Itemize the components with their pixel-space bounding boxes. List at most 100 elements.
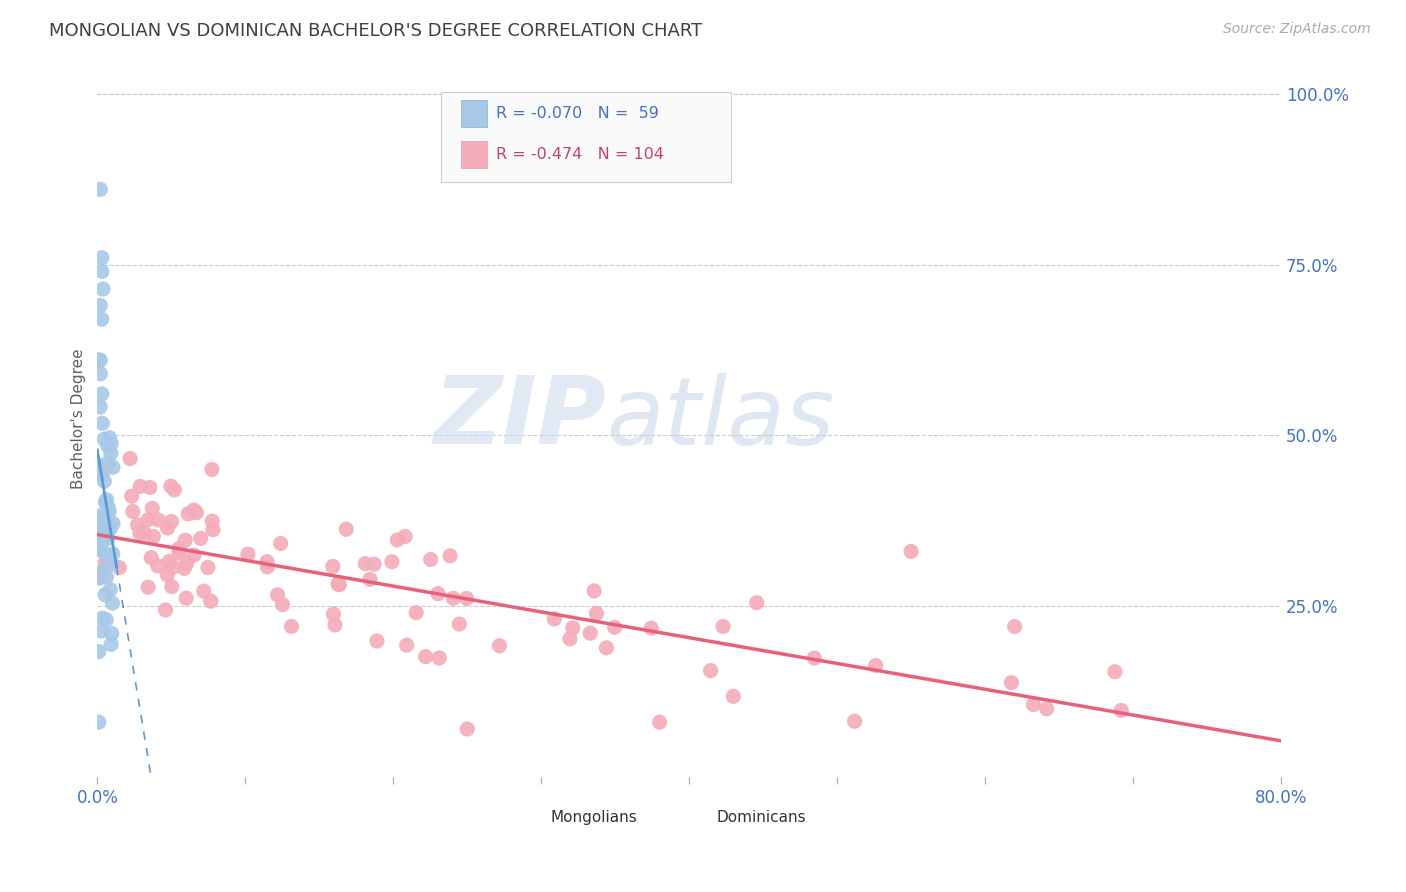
Point [387, 533, 409, 547]
Point [89, 182, 111, 196]
Point [148, 513, 170, 527]
Point [803, 651, 825, 665]
Point [91, 524, 114, 538]
Point [127, 517, 149, 532]
Point [326, 577, 349, 591]
Point [900, 544, 922, 558]
Point [723, 690, 745, 704]
Text: Source: ZipAtlas.com: Source: ZipAtlas.com [1223, 22, 1371, 37]
Point [93, 563, 115, 577]
Point [456, 591, 478, 606]
Point [354, 557, 377, 571]
Point [101, 547, 124, 561]
Point [322, 559, 344, 574]
FancyBboxPatch shape [683, 807, 704, 829]
Point [142, 529, 165, 543]
Point [163, 483, 186, 497]
Point [156, 567, 179, 582]
Point [201, 462, 224, 476]
Point [90, 387, 112, 401]
Point [101, 460, 124, 475]
Point [93, 526, 115, 541]
Point [97, 523, 120, 537]
Point [280, 619, 302, 633]
Point [100, 637, 122, 651]
Point [136, 580, 159, 594]
Point [141, 501, 163, 516]
Point [96, 570, 118, 584]
FancyBboxPatch shape [461, 141, 486, 168]
Point [87, 541, 110, 555]
Point [699, 664, 721, 678]
Point [90, 264, 112, 278]
Point [98, 582, 121, 597]
Point [174, 533, 197, 548]
Point [146, 559, 169, 574]
Point [156, 521, 179, 535]
Point [595, 640, 617, 655]
Point [183, 548, 205, 562]
Point [271, 598, 294, 612]
Point [381, 555, 404, 569]
Point [1000, 675, 1022, 690]
Point [427, 651, 450, 665]
Point [201, 514, 224, 528]
Text: Mongolians: Mongolians [551, 810, 637, 825]
Point [173, 561, 195, 575]
Point [139, 480, 162, 494]
Point [97, 455, 120, 469]
Point [186, 506, 208, 520]
Point [94, 555, 117, 569]
Point [108, 560, 131, 574]
Point [87, 352, 110, 367]
Point [256, 559, 278, 574]
Point [419, 552, 441, 566]
Point [87, 568, 110, 582]
Point [90, 517, 112, 532]
Point [100, 446, 122, 460]
Point [93, 474, 115, 488]
Point [167, 541, 190, 556]
Point [583, 583, 606, 598]
Point [97, 501, 120, 516]
Point [94, 555, 117, 569]
Point [121, 489, 143, 503]
Point [89, 542, 111, 557]
Point [94, 495, 117, 509]
Point [543, 612, 565, 626]
Point [488, 639, 510, 653]
Point [160, 479, 183, 493]
Point [363, 558, 385, 572]
Point [558, 632, 581, 646]
Point [98, 431, 121, 445]
Point [91, 611, 114, 625]
Point [90, 312, 112, 326]
Point [1022, 698, 1045, 712]
Point [266, 588, 288, 602]
Point [167, 546, 190, 560]
Point [121, 504, 143, 518]
Point [335, 522, 357, 536]
Point [366, 634, 388, 648]
Point [96, 497, 118, 511]
Point [87, 508, 110, 523]
Point [89, 353, 111, 368]
Point [98, 505, 121, 519]
Point [456, 722, 478, 736]
Point [394, 529, 416, 543]
Point [160, 580, 183, 594]
Point [160, 515, 183, 529]
Point [201, 523, 224, 537]
Point [236, 547, 259, 561]
Point [157, 554, 180, 568]
Text: atlas: atlas [606, 373, 835, 464]
Point [128, 525, 150, 540]
Point [415, 649, 437, 664]
Point [844, 714, 866, 729]
Point [93, 511, 115, 525]
Point [89, 571, 111, 585]
Point [405, 606, 427, 620]
FancyBboxPatch shape [440, 92, 731, 182]
Point [711, 619, 734, 633]
Point [603, 620, 626, 634]
